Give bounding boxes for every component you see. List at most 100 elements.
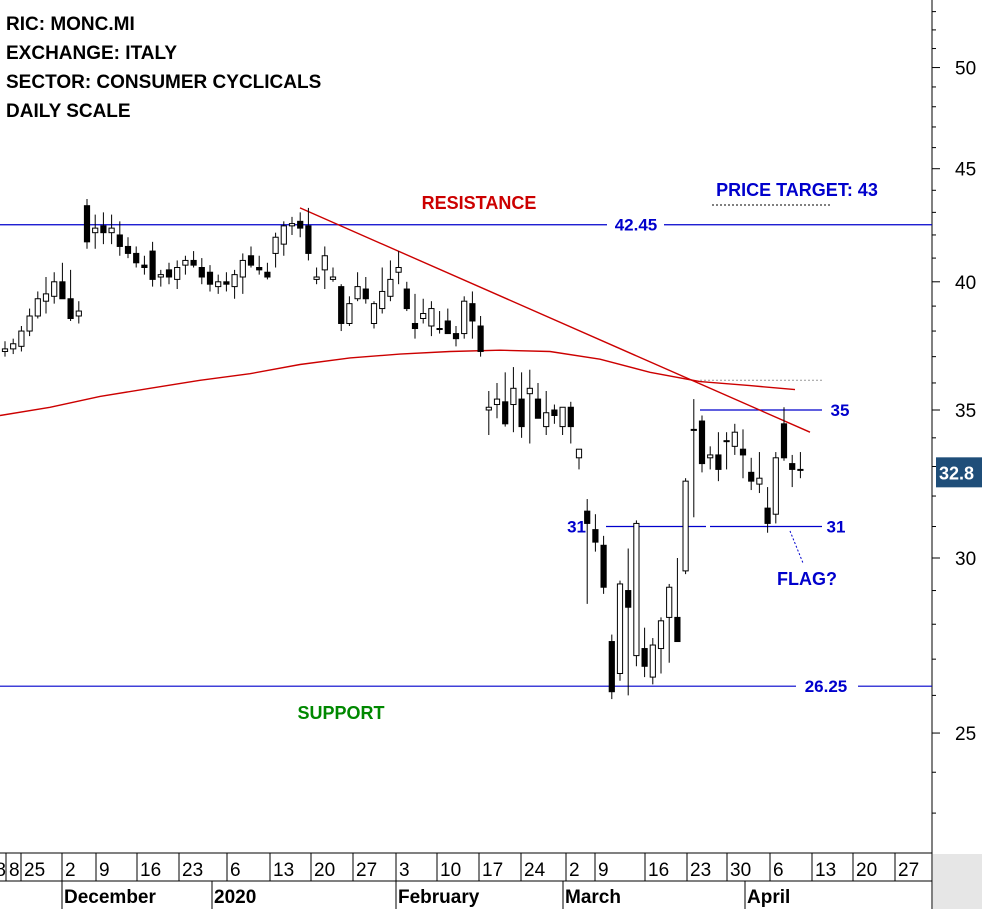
support-label: SUPPORT	[297, 703, 384, 723]
month-label: 2020	[214, 887, 256, 908]
candle-body	[329, 276, 337, 280]
candle-body	[26, 315, 33, 332]
candle-body	[764, 507, 771, 524]
candle-body	[387, 278, 394, 297]
candle-body	[379, 290, 386, 310]
candle-body	[633, 522, 640, 657]
date-tick-label: 16	[140, 860, 161, 881]
candle-body	[395, 267, 402, 273]
candle-body	[75, 310, 82, 317]
price-tick-label: 35	[955, 401, 976, 422]
candle-body	[206, 271, 214, 285]
ric-label: RIC: MONC.MI	[6, 14, 135, 35]
date-tick-label: 30	[730, 860, 751, 881]
candle-body	[592, 529, 599, 543]
candle-body	[10, 343, 17, 350]
price-target-label: PRICE TARGET: 43	[716, 180, 878, 200]
sector-label: SECTOR: CONSUMER CYCLICALS	[6, 72, 322, 93]
date-tick-label: 27	[898, 860, 919, 881]
candle-body	[666, 586, 673, 618]
resistance-trendline	[299, 207, 811, 433]
candle-body	[59, 281, 66, 300]
price-tick-label: 50	[955, 59, 976, 80]
candle-body	[215, 281, 222, 288]
date-tick-label: 20	[856, 860, 877, 881]
date-tick-label: 24	[524, 860, 546, 881]
last-price-tag	[936, 457, 982, 488]
candle-body	[141, 264, 148, 269]
candle-body	[100, 225, 107, 234]
candle-body	[92, 227, 99, 234]
candle-body	[272, 236, 279, 254]
exchange-label: EXCHANGE: ITALY	[6, 43, 178, 64]
candle-body	[789, 463, 796, 470]
date-tick-label: 13	[273, 860, 294, 881]
date-tick-label: 3	[399, 860, 410, 881]
candle-body	[748, 471, 755, 482]
scale-label: DAILY SCALE	[6, 101, 131, 122]
candle-body	[428, 308, 435, 327]
price-tick-label: 30	[955, 549, 976, 570]
candle-body	[452, 333, 460, 340]
candle-body	[280, 225, 287, 245]
last-price-label: 32.8	[939, 463, 974, 483]
candle-body	[469, 303, 476, 322]
candle-body	[567, 406, 574, 428]
candle-body	[772, 457, 779, 515]
price-tick-label: 40	[955, 273, 976, 294]
date-tick-label: 6	[773, 860, 784, 881]
candle-body	[338, 286, 345, 324]
candle-body	[67, 298, 74, 319]
candle-body	[616, 583, 624, 674]
candle-body	[182, 259, 189, 266]
candle-body	[534, 398, 542, 419]
candle-body	[608, 641, 615, 693]
candle-body	[502, 401, 509, 425]
candle-body	[124, 245, 132, 254]
date-tick-label: 10	[440, 860, 461, 881]
level-26-25-label: 26.25	[805, 677, 848, 696]
candle-body	[485, 406, 492, 411]
annotations: RESISTANCE SUPPORT PRICE TARGET: 43 FLAG?	[297, 180, 877, 723]
candle-body	[600, 544, 607, 588]
candle-body	[698, 420, 706, 465]
candle-body	[362, 288, 369, 300]
candle-body	[174, 267, 181, 280]
candle-body	[1, 348, 9, 352]
horizontal-levels: 42.45 35 31 31 26.25	[0, 216, 932, 696]
candle-body	[321, 255, 328, 271]
date-tick-label: 2	[569, 860, 580, 881]
date-tick-label-edge: 8	[0, 860, 6, 881]
candle-body	[256, 267, 263, 271]
candle-body	[649, 644, 656, 678]
candle-body	[780, 423, 788, 459]
candle-body	[436, 328, 443, 331]
price-tick-label: 25	[955, 724, 976, 745]
candle-body	[305, 225, 312, 254]
date-axis: 8 25 2 9 16 23 6 13 20 27 3 10 17 24 2 9 16 23 30 6 13 20 278D…	[0, 853, 932, 909]
candle-body	[346, 303, 353, 324]
candle-body	[411, 322, 419, 330]
candle-body	[510, 387, 517, 406]
candle-body	[297, 220, 304, 229]
candle-body	[313, 276, 320, 280]
candle-body	[18, 330, 25, 347]
candle-body	[288, 223, 296, 227]
candle-body	[641, 648, 648, 667]
candle-body	[543, 412, 550, 428]
date-tick-label: 25	[24, 860, 45, 881]
price-axis: 25 30 35 40 45 50 32.8	[932, 11, 982, 814]
candle-body	[165, 269, 173, 278]
level-31-left-label: 31	[567, 518, 586, 537]
date-tick-label: 9	[598, 860, 609, 881]
candlesticks	[1, 199, 804, 700]
flag-label: FLAG?	[777, 569, 837, 589]
candle-body	[239, 259, 246, 278]
candle-body	[108, 227, 115, 234]
candle-body	[526, 387, 533, 395]
candle-body	[674, 616, 681, 643]
candle-body	[731, 431, 738, 447]
flag-pointer	[789, 530, 804, 564]
candle-body	[797, 468, 804, 471]
